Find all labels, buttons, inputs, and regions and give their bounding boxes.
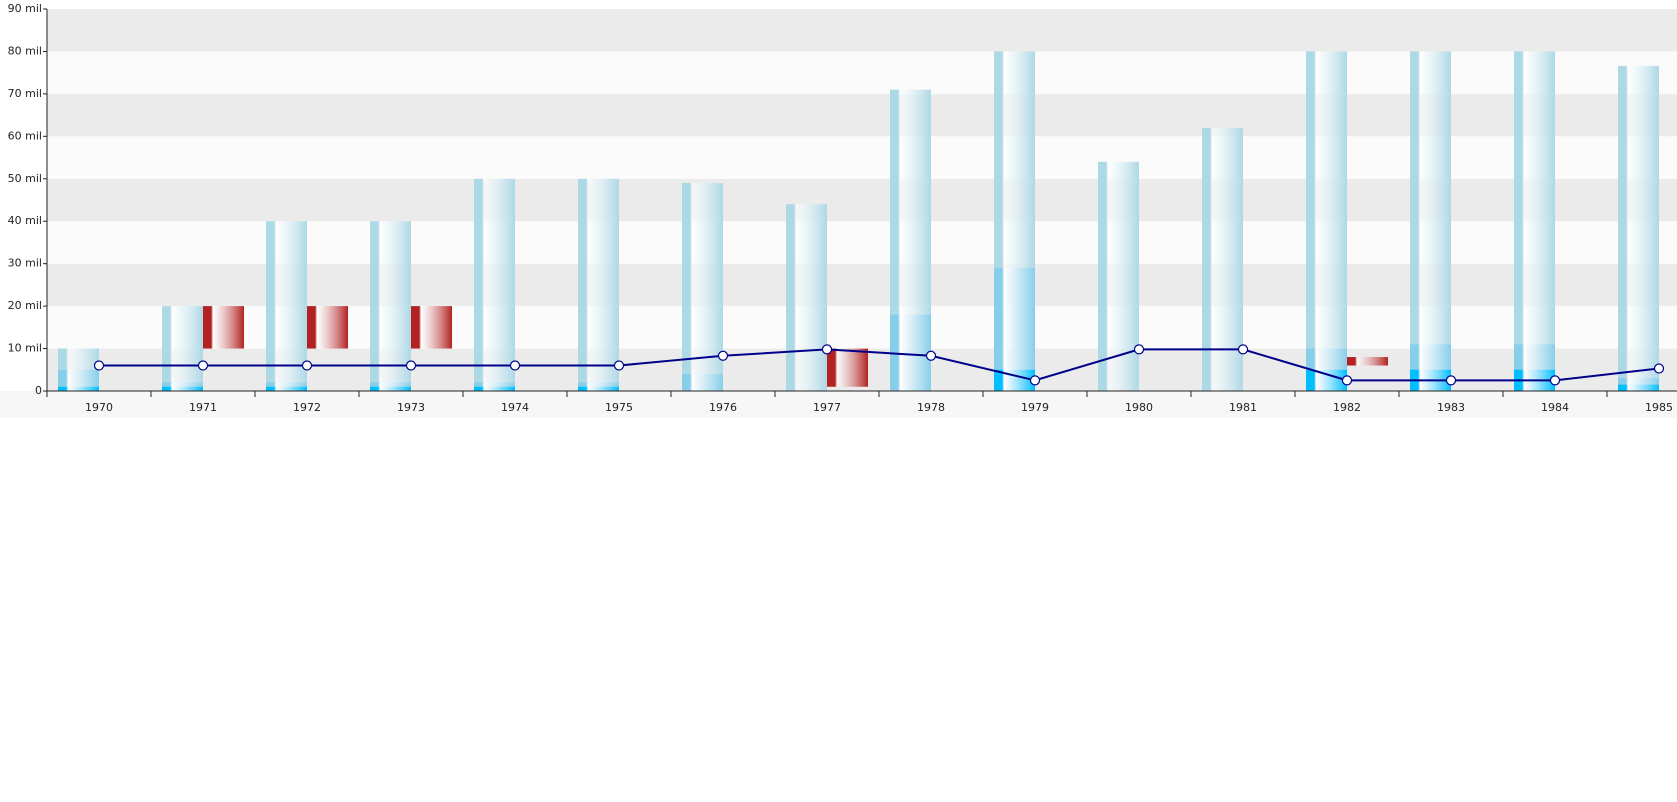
bar — [266, 386, 307, 391]
grid-band — [47, 51, 1677, 94]
y-tick-label: 90 mil — [8, 2, 42, 15]
bar — [1098, 161, 1139, 391]
line-marker — [1237, 344, 1249, 355]
x-tick-label: 1984 — [1541, 401, 1569, 414]
line-marker — [1445, 375, 1457, 386]
bar — [1618, 65, 1659, 392]
grid-band — [47, 93, 1677, 137]
bar — [1410, 51, 1451, 391]
bar — [370, 386, 411, 391]
x-tick-label: 1985 — [1645, 401, 1673, 414]
line-marker — [925, 350, 937, 361]
y-tick-label: 0 — [35, 384, 42, 397]
y-tick-label: 80 mil — [8, 44, 42, 57]
x-tick-label: 1978 — [917, 401, 945, 414]
bar — [58, 386, 99, 391]
line-marker — [717, 350, 729, 361]
bar — [162, 386, 203, 391]
grid-band — [47, 178, 1677, 222]
bar — [370, 221, 411, 391]
line-marker — [197, 360, 209, 371]
bar — [58, 369, 99, 391]
x-tick-label: 1977 — [813, 401, 841, 414]
y-tick-label: 10 mil — [8, 342, 42, 355]
bar — [786, 204, 827, 391]
x-tick-label: 1976 — [709, 401, 737, 414]
x-tick-label: 1970 — [85, 401, 113, 414]
x-axis-background — [0, 391, 1677, 418]
x-tick-label: 1971 — [189, 401, 217, 414]
x-tick-label: 1980 — [1125, 401, 1153, 414]
bar — [1306, 369, 1347, 391]
bar — [578, 178, 619, 391]
grid-band — [47, 263, 1677, 307]
bar — [1514, 51, 1555, 391]
grid-band — [47, 136, 1677, 179]
bar — [1202, 127, 1243, 391]
y-tick-label: 30 mil — [8, 257, 42, 270]
bar — [266, 221, 307, 391]
y-tick-label: 70 mil — [8, 87, 42, 100]
line-marker — [1133, 344, 1145, 355]
x-tick-label: 1979 — [1021, 401, 1049, 414]
line-marker — [509, 360, 521, 371]
x-tick-label: 1972 — [293, 401, 321, 414]
bar — [1618, 384, 1659, 391]
line-marker — [1341, 375, 1353, 386]
bar — [1306, 51, 1347, 391]
line-marker — [1653, 363, 1665, 374]
x-tick-label: 1981 — [1229, 401, 1257, 414]
bar — [682, 374, 723, 391]
line-marker — [1549, 375, 1561, 386]
bar — [474, 386, 515, 391]
line-marker — [821, 344, 833, 355]
x-tick-label: 1983 — [1437, 401, 1465, 414]
bar — [474, 178, 515, 391]
range-bar — [307, 306, 348, 349]
line — [99, 348, 1660, 382]
line-marker — [301, 360, 313, 371]
y-tick-label: 20 mil — [8, 299, 42, 312]
grid-band — [47, 9, 1677, 52]
x-tick-label: 1982 — [1333, 401, 1361, 414]
line-marker — [1029, 375, 1041, 386]
x-tick-label: 1975 — [605, 401, 633, 414]
line-marker — [93, 360, 105, 371]
line-marker — [405, 360, 417, 371]
bar — [994, 369, 1035, 391]
y-tick-label: 50 mil — [8, 172, 42, 185]
grid-band — [47, 221, 1677, 264]
line-marker — [613, 360, 625, 371]
y-tick-label: 60 mil — [8, 129, 42, 142]
range-bar — [411, 306, 452, 349]
bar — [162, 306, 203, 391]
bar — [578, 386, 619, 391]
range-bar — [203, 306, 244, 349]
x-tick-label: 1973 — [397, 401, 425, 414]
x-tick-label: 1974 — [501, 401, 529, 414]
range-bar — [827, 348, 868, 387]
y-tick-label: 40 mil — [8, 214, 42, 227]
range-bar — [1347, 357, 1388, 366]
